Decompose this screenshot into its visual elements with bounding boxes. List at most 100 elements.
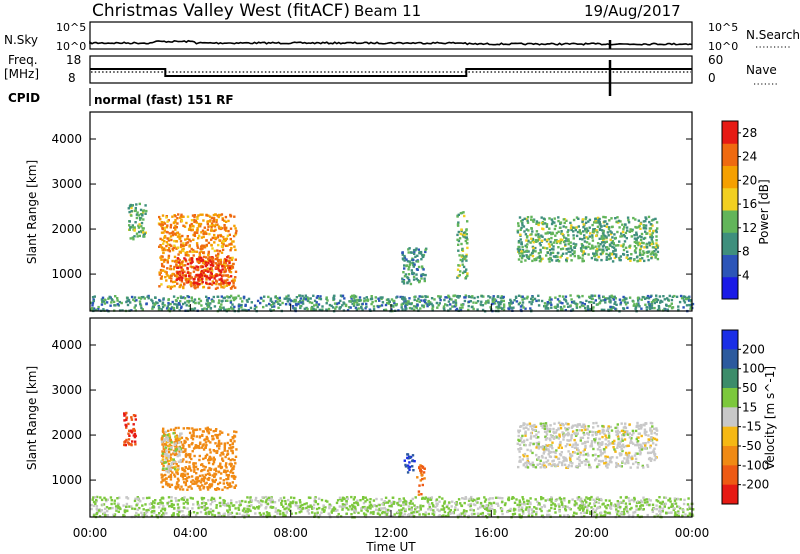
echo-cell [585, 236, 588, 239]
echo-cell [193, 234, 197, 237]
echo-cell [144, 212, 147, 215]
echo-cell [532, 241, 535, 244]
echo-cell [531, 298, 535, 301]
echo-cell [527, 250, 530, 253]
echo-cell [601, 251, 604, 254]
echo-cell [109, 304, 112, 307]
echo-cell [652, 299, 655, 303]
echo-cell [220, 241, 224, 245]
echo-cell [602, 231, 605, 235]
echo-cell [221, 268, 224, 271]
echo-cell [296, 504, 299, 508]
echo-cell [612, 446, 615, 449]
echo-cell [212, 295, 215, 299]
echo-cell [473, 296, 476, 300]
echo-cell [479, 303, 482, 306]
echo-cell [555, 259, 558, 262]
echo-cell [190, 222, 193, 226]
echo-cell [567, 423, 570, 426]
echo-cell [556, 255, 559, 259]
echo-cell [436, 508, 439, 511]
echo-cell [537, 441, 541, 444]
echo-cell [647, 498, 650, 501]
echo-cell [220, 472, 223, 475]
echo-cell [629, 441, 632, 445]
echo-cell [226, 234, 230, 237]
echo-cell [325, 302, 328, 305]
echo-cell [230, 485, 233, 488]
echo-cell [550, 218, 553, 221]
power-colorbar-label: Power [dB] [757, 179, 771, 244]
echo-cell [361, 302, 364, 306]
echo-cell [188, 431, 192, 435]
echo-cell [182, 296, 185, 299]
echo-cell [588, 235, 591, 238]
echo-cell [553, 435, 557, 439]
echo-cell [601, 431, 604, 434]
echo-cell [488, 509, 491, 513]
echo-cell [167, 468, 170, 471]
echo-cell [355, 308, 358, 311]
echo-cell [116, 299, 119, 302]
echo-cell [175, 453, 178, 456]
echo-cell [91, 296, 95, 299]
echo-cell [582, 223, 585, 226]
echo-cell [404, 304, 407, 307]
echo-cell [541, 426, 544, 429]
echo-cell [152, 302, 155, 305]
echo-cell [408, 260, 411, 263]
echo-cell [433, 511, 436, 514]
echo-cell [544, 448, 548, 452]
echo-cell [531, 295, 534, 298]
echo-cell [153, 303, 156, 307]
echo-cell [176, 277, 179, 281]
echo-cell [212, 497, 216, 500]
echo-cell [556, 463, 560, 466]
echo-cell [168, 246, 171, 250]
echo-cell [677, 305, 680, 308]
echo-cell [611, 440, 615, 444]
echo-cell [604, 443, 608, 446]
echo-cell [202, 255, 206, 259]
echo-cell [316, 305, 319, 309]
echo-cell [567, 238, 570, 241]
echo-cell [229, 275, 233, 278]
echo-cell [551, 460, 554, 463]
echo-cell [538, 255, 541, 258]
echo-cell [633, 234, 636, 237]
echo-cell [476, 497, 479, 500]
echo-cell [544, 422, 548, 425]
echo-cell [486, 512, 490, 516]
echo-cell [92, 299, 95, 303]
echo-cell [400, 303, 403, 306]
echo-cell [149, 507, 152, 510]
echo-cell [200, 256, 203, 260]
echo-cell [623, 301, 627, 304]
echo-cell [524, 307, 527, 310]
echo-cell [158, 245, 161, 248]
echo-cell [225, 478, 228, 481]
echo-cell [139, 304, 143, 307]
echo-cell [622, 234, 626, 237]
echo-cell [180, 262, 184, 265]
echo-cell [686, 503, 690, 506]
echo-cell [467, 300, 471, 303]
echo-cell [372, 308, 376, 311]
echo-cell [219, 226, 222, 229]
echo-cell [638, 305, 641, 308]
echo-cell [605, 256, 609, 259]
echo-cell [569, 461, 572, 464]
echo-cell [596, 448, 600, 451]
echo-cell [105, 506, 109, 509]
echo-cell [641, 504, 645, 507]
echo-cell [199, 222, 203, 226]
echo-cell [165, 440, 168, 444]
echo-cell [233, 279, 236, 282]
echo-cell [161, 227, 164, 231]
nsky-panel-frame [89, 21, 693, 50]
echo-cell [228, 256, 232, 260]
echo-cell [166, 305, 169, 308]
echo-cell [175, 434, 178, 437]
echo-cell [455, 503, 458, 506]
echo-cell [166, 243, 170, 246]
